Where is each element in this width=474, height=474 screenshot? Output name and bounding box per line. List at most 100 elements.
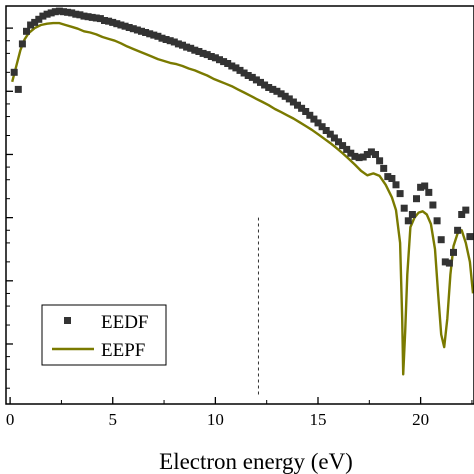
eedf-point <box>220 58 228 66</box>
eedf-point <box>27 21 35 29</box>
eedf-point <box>129 25 137 33</box>
eedf-point <box>68 9 76 17</box>
eedf-point <box>138 27 145 35</box>
eedf-point <box>84 13 92 21</box>
eedf-point <box>166 37 174 45</box>
x-axis-title: Electron energy (eV) <box>159 449 353 474</box>
eedf-point <box>216 56 223 64</box>
eedf-point <box>146 30 154 38</box>
eedf-point <box>330 134 338 142</box>
eedf-point <box>359 153 367 161</box>
eedf-point <box>335 138 342 146</box>
eedf-point <box>113 20 121 28</box>
x-axis-ticks: 0 5 10 15 20 <box>6 397 473 429</box>
eedf-point <box>23 27 30 35</box>
eepf-line <box>11 21 474 376</box>
eedf-point <box>92 14 100 22</box>
eedf-point <box>384 173 392 181</box>
eedf-point <box>35 15 43 23</box>
eedf-point <box>224 60 232 67</box>
eedf-point <box>400 204 408 212</box>
eedf-point <box>55 7 63 15</box>
eedf-point <box>322 127 330 134</box>
eedf-point <box>318 123 326 131</box>
legend-eedf-label: EEDF <box>101 312 149 333</box>
eepf-series <box>11 21 474 376</box>
eedf-point <box>236 66 244 74</box>
eedf-point <box>326 130 334 138</box>
eedf-point <box>454 226 462 234</box>
eedf-point <box>133 26 141 34</box>
eedf-point <box>269 85 277 93</box>
eedf-point <box>31 18 39 26</box>
eedf-point <box>285 95 293 103</box>
eedf-point <box>43 10 51 18</box>
eedf-point <box>244 72 252 79</box>
legend: EEDF EEPF <box>41 304 167 366</box>
eedf-point <box>380 164 388 172</box>
eedf-point <box>88 13 96 21</box>
eedf-point <box>310 115 318 123</box>
eedf-point <box>60 8 67 16</box>
eedf-point <box>351 152 359 160</box>
eedf-point <box>314 119 322 127</box>
eedf-point <box>179 41 186 49</box>
eedf-point <box>277 90 285 98</box>
eedf-point <box>76 11 84 19</box>
eedf-point <box>339 142 347 150</box>
eedf-point <box>367 148 375 156</box>
eedf-point <box>39 12 47 20</box>
eedf-point <box>392 181 400 189</box>
eedf-point <box>376 157 384 165</box>
eedf-point <box>10 68 18 76</box>
eedf-point <box>425 188 433 196</box>
eedf-point <box>125 24 133 31</box>
eedf-point <box>199 49 207 57</box>
eedf-point <box>252 76 260 84</box>
eedf-point <box>18 40 26 48</box>
eedf-point <box>170 38 178 46</box>
eedf-point <box>413 195 420 203</box>
eedf-point <box>150 31 158 39</box>
eedf-point <box>80 12 88 20</box>
eedf-point <box>105 17 113 25</box>
eedf-point <box>117 21 125 29</box>
eedf-point <box>72 10 80 18</box>
eedf-point <box>154 32 162 40</box>
eedf-point <box>228 62 236 70</box>
x-tick-label: 10 <box>207 410 224 429</box>
eedf-point <box>421 182 429 190</box>
eedf-point <box>437 236 445 244</box>
eedf-point <box>142 29 150 36</box>
eedf-point <box>203 51 211 59</box>
legend-box <box>41 304 167 366</box>
eedf-point <box>445 259 453 267</box>
eedf-point <box>232 64 240 72</box>
eedf-point <box>248 73 256 81</box>
eedf-point <box>47 9 55 17</box>
plot-frame <box>5 5 474 405</box>
eedf-point <box>462 206 470 214</box>
eedf-point <box>347 149 355 157</box>
eedf-point <box>240 69 248 77</box>
eedf-point <box>441 258 449 266</box>
x-tick-label: 5 <box>108 410 117 429</box>
eedf-point <box>458 211 466 218</box>
x-tick-label: 0 <box>6 410 15 429</box>
eedf-point <box>96 15 104 23</box>
eedf-point <box>51 8 59 16</box>
eedf-point <box>211 54 219 62</box>
eedf-point <box>289 98 297 106</box>
eedf-point <box>158 34 166 42</box>
eedf-point <box>109 18 117 26</box>
eedf-point <box>302 108 310 115</box>
eedf-point <box>388 175 396 182</box>
eedf-point <box>195 48 203 55</box>
eedf-point <box>363 151 371 158</box>
legend-eedf-marker <box>64 317 71 324</box>
eedf-point <box>396 190 404 198</box>
eedf-point <box>174 40 182 48</box>
eedf-point <box>64 8 72 16</box>
eedf-point <box>417 183 425 191</box>
eedf-point <box>101 17 108 24</box>
